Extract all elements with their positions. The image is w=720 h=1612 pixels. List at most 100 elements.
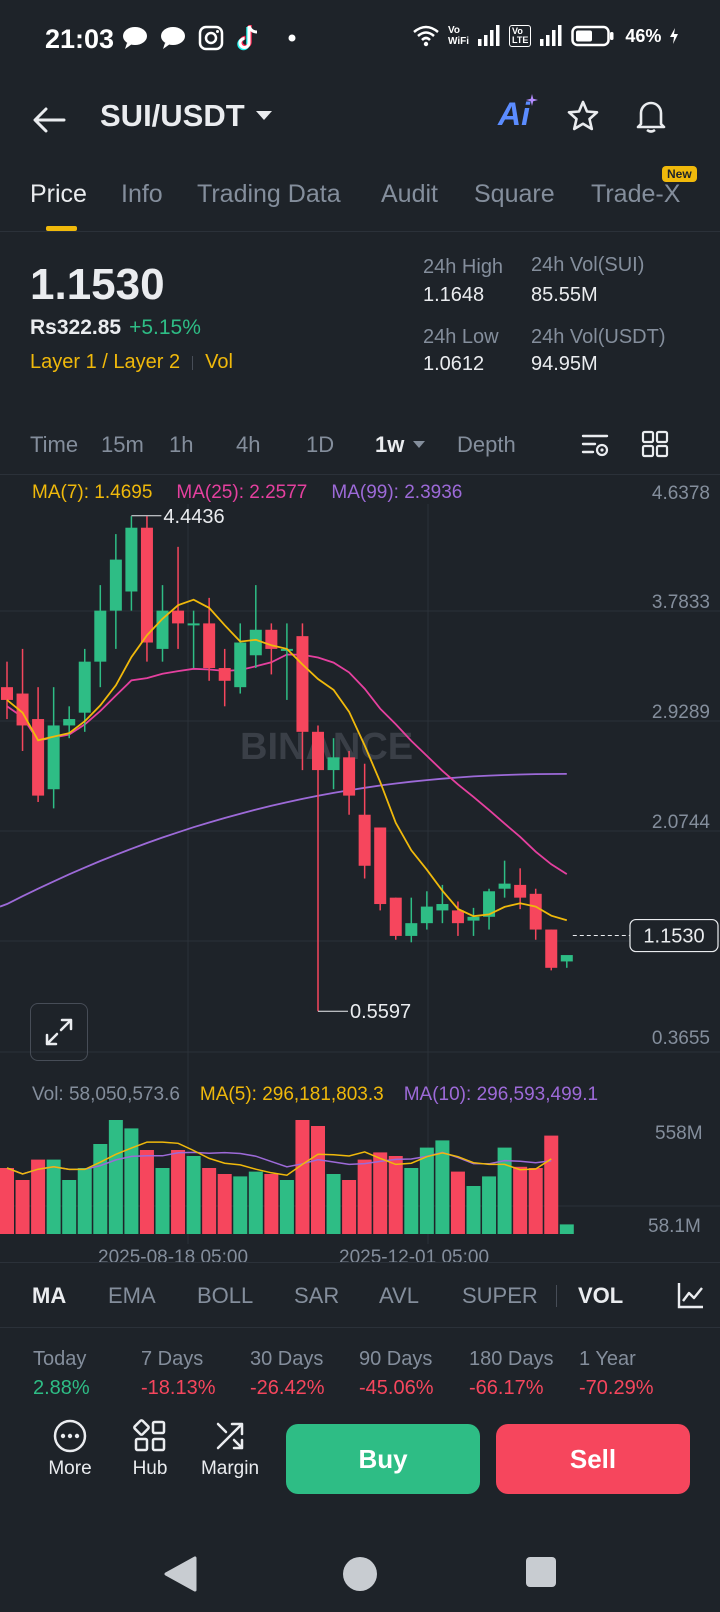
volume-bar — [171, 1150, 186, 1234]
perf-label: 1 Year — [579, 1348, 636, 1370]
back-arrow-icon[interactable] — [32, 106, 66, 134]
tab-info[interactable]: Info — [121, 180, 163, 208]
volume-bar — [342, 1180, 357, 1234]
indicator-avl[interactable]: AVL — [379, 1283, 419, 1308]
vol-label: Vol: 58,050,573.6 — [32, 1084, 180, 1105]
candles — [1, 516, 573, 1012]
ma7-path — [6, 598, 568, 922]
candle-body — [560, 955, 573, 962]
tag-layer[interactable]: Layer 1 / Layer 2 — [30, 351, 181, 373]
change-percent: +5.15% — [129, 316, 201, 339]
local-price: Rs322.85 — [30, 316, 122, 339]
candle-body — [156, 610, 169, 649]
hub-button[interactable]: Hub — [115, 1414, 185, 1480]
tag-row: Layer 1 / Layer 2 Vol — [30, 351, 233, 374]
chart-settings-icon[interactable] — [581, 432, 609, 458]
more-button[interactable]: More — [35, 1414, 105, 1480]
ai-button[interactable]: Ai — [498, 94, 538, 133]
candle-body — [125, 527, 138, 592]
perf-value: 2.88% — [33, 1377, 90, 1399]
vol-axis-top: 558M — [655, 1123, 703, 1144]
volume-bar — [513, 1166, 528, 1234]
more-label: More — [48, 1458, 92, 1479]
volume-bar — [93, 1144, 108, 1234]
vol-sui-value: 85.55M — [531, 284, 598, 306]
volume-bar — [450, 1171, 465, 1234]
candle-body — [436, 904, 449, 911]
price-axis-label: 0.3655 — [652, 1028, 710, 1049]
pair-selector[interactable]: SUI/USDT — [100, 98, 273, 134]
tag-vol[interactable]: Vol — [205, 351, 233, 373]
indicator-settings-button[interactable] — [662, 1263, 720, 1327]
bell-icon[interactable] — [634, 98, 668, 134]
volume-bar — [404, 1168, 419, 1234]
ma7-legend: MA(7): 1.4695 — [32, 482, 153, 503]
hub-icon — [133, 1419, 166, 1452]
vol-sui-label: 24h Vol(SUI) — [531, 254, 645, 276]
current-price-tag — [629, 918, 719, 953]
interval-1w[interactable]: 1w — [375, 432, 405, 457]
perf-1y: 1 Year -70.29% — [579, 1348, 654, 1400]
tab-audit[interactable]: Audit — [381, 180, 438, 208]
candle-body — [374, 827, 387, 905]
interval-1h[interactable]: 1h — [169, 432, 194, 457]
candle-body — [405, 923, 418, 936]
volume-bar — [326, 1174, 341, 1234]
fullscreen-button[interactable] — [30, 1003, 88, 1061]
interval-1d[interactable]: 1D — [306, 432, 335, 457]
tab-trade-x[interactable]: Trade-X — [591, 180, 681, 208]
nav-home-icon[interactable] — [342, 1556, 378, 1592]
nav-recents-icon[interactable] — [525, 1556, 557, 1588]
nav-back-icon[interactable] — [163, 1556, 197, 1592]
sell-button[interactable]: Sell — [496, 1424, 690, 1494]
tab-trading-data[interactable]: Trading Data — [197, 180, 341, 208]
volume-bar — [435, 1140, 450, 1234]
indicator-sar[interactable]: SAR — [294, 1283, 340, 1308]
vol-ma5-label: MA(5): 296,181,803.3 — [199, 1084, 384, 1105]
grid-layout-icon[interactable] — [641, 430, 669, 458]
performance-row: Today 2.88% 7 Days -18.13% 30 Days -26.42% … — [0, 1348, 720, 1408]
price-axis-label: 2.0744 — [652, 812, 711, 833]
indicator-vol[interactable]: VOL — [578, 1283, 624, 1308]
indicator-ema[interactable]: EMA — [108, 1283, 156, 1308]
candle-body — [358, 814, 371, 866]
margin-button[interactable]: Margin — [194, 1414, 266, 1480]
caret-down-icon — [255, 111, 272, 120]
interval-4h[interactable]: 4h — [236, 432, 261, 457]
volume-bar — [155, 1168, 170, 1234]
candle-body — [78, 661, 91, 713]
indicator-bar: MA EMA BOLL SAR AVL SUPER VOL M — [0, 1262, 720, 1328]
perf-value: -45.06% — [359, 1377, 434, 1399]
interval-15m[interactable]: 15m — [101, 432, 144, 457]
volume-bar — [0, 1168, 14, 1234]
low-label: 24h Low — [423, 326, 499, 348]
candle-body — [514, 884, 527, 898]
vol-usdt-label: 24h Vol(USDT) — [531, 326, 666, 348]
signal-icon — [478, 25, 500, 46]
volume-bar — [311, 1126, 325, 1234]
candlestick-chart[interactable]: BINANCE 4.63783.78332.92892.07441.22000.… — [0, 474, 720, 1254]
vol-axis-bottom: 58.1M — [648, 1216, 701, 1237]
chart-grid — [0, 504, 720, 1244]
tab-square[interactable]: Square — [474, 180, 555, 208]
ma99-line — [0, 773, 567, 908]
perf-label: Today — [33, 1348, 87, 1370]
perf-label: 7 Days — [141, 1348, 204, 1370]
candle-body — [529, 893, 542, 930]
buy-button[interactable]: Buy — [286, 1424, 480, 1494]
low-marker-label: 0.5597 — [350, 1001, 411, 1023]
indicator-boll[interactable]: BOLL — [197, 1283, 254, 1308]
tab-price[interactable]: Price — [30, 180, 87, 208]
battery-percent: 46% — [625, 25, 662, 46]
candle-body — [451, 910, 464, 924]
line-chart-icon — [677, 1283, 703, 1309]
expand-icon — [45, 1018, 73, 1046]
interval-depth[interactable]: Depth — [457, 432, 516, 457]
indicator-super[interactable]: SUPER — [462, 1283, 538, 1308]
candle-body — [389, 897, 402, 936]
hub-label: Hub — [132, 1458, 168, 1479]
ma7-line — [6, 598, 568, 922]
star-icon[interactable] — [566, 99, 600, 133]
indicator-ma[interactable]: MA — [32, 1283, 67, 1308]
interval-time[interactable]: Time — [30, 432, 79, 457]
